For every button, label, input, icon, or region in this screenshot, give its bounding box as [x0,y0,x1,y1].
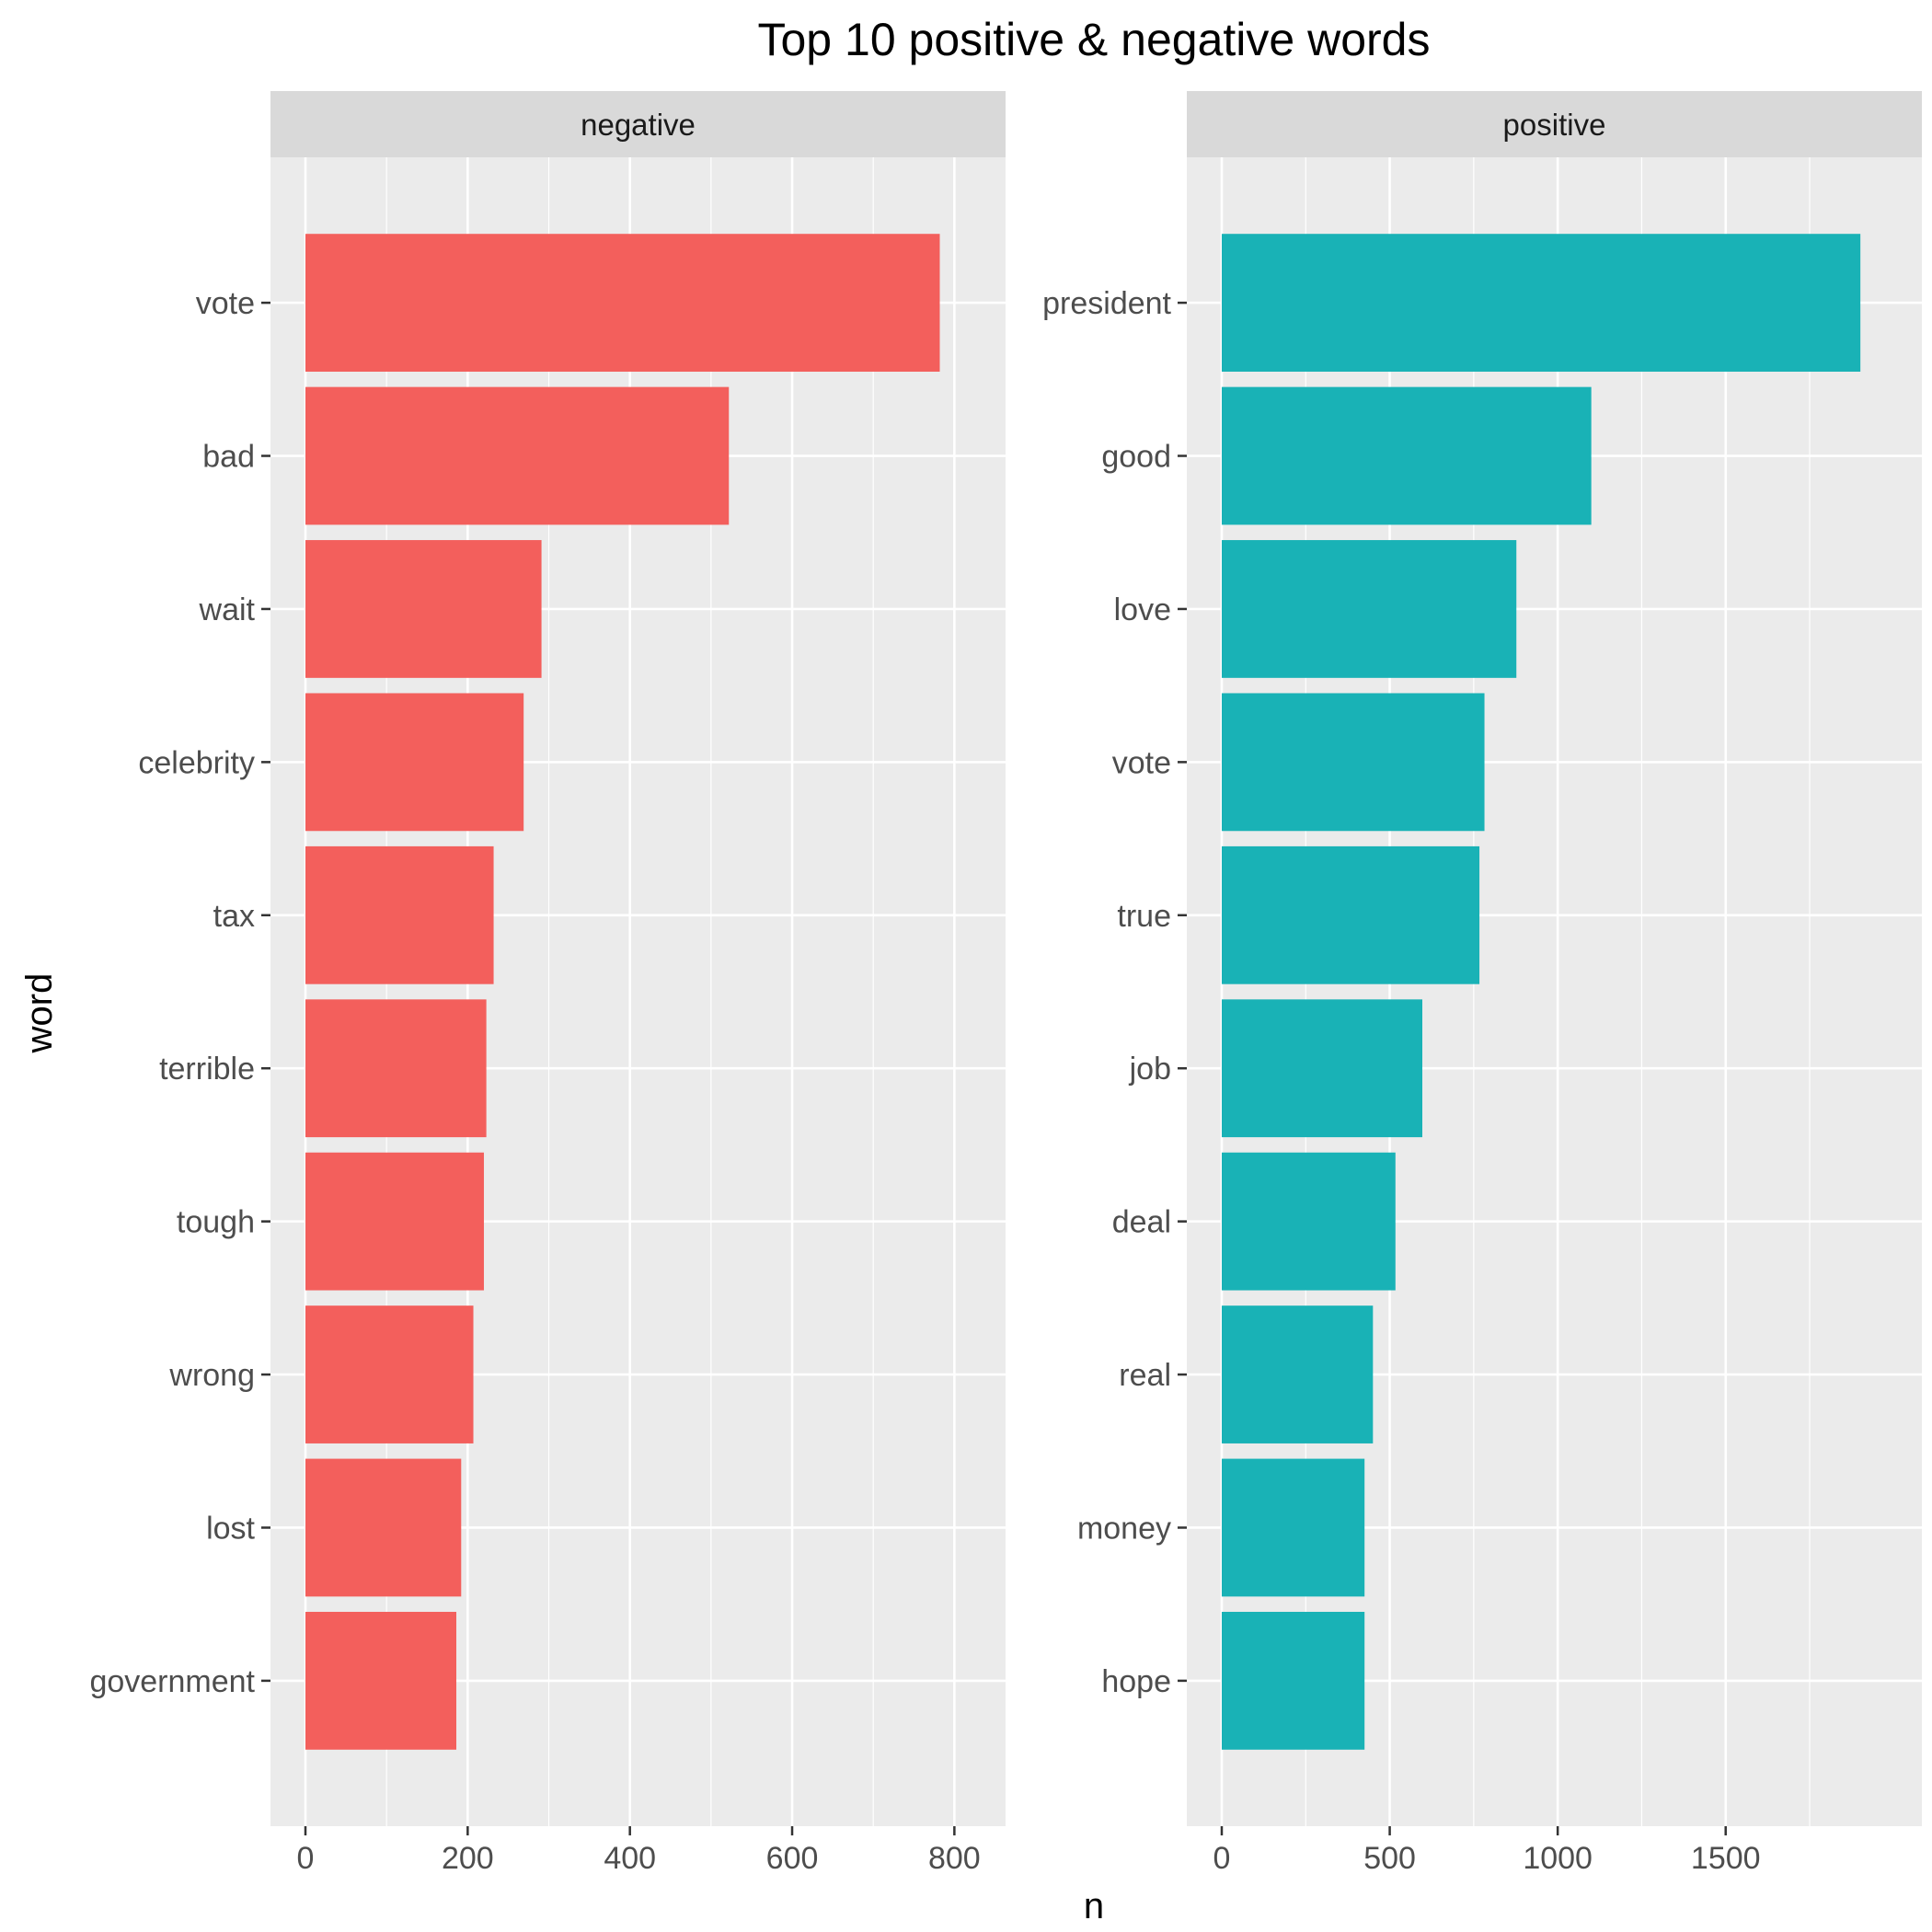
facet-negative: 0 200 400 600 800 vote bad wait celebrity tax terr… [89,91,1006,1876]
y-tick-label: terrible [159,1052,255,1087]
x-tick-label: 0 [297,1841,315,1876]
x-tick-label: 600 [766,1841,819,1876]
bar-true [1222,845,1480,984]
y-tick-label: president [1042,286,1171,321]
bar-tough [305,1152,484,1291]
chart-title: Top 10 positive & negative words [758,14,1431,65]
x-tick-label: 400 [604,1841,656,1876]
facet-strip [270,91,1006,157]
y-tick-label: lost [206,1511,255,1546]
bar-president [1222,234,1861,372]
y-tick-label: real [1119,1358,1171,1393]
bar-job [1222,999,1422,1138]
bar-hope [1222,1612,1365,1750]
y-tick-label: hope [1101,1664,1171,1699]
facet-positive: 0 500 1000 1500 president good love vote true job… [1042,91,1922,1876]
y-tick-label: true [1117,899,1171,934]
bar-real [1222,1305,1374,1443]
facets: 0 200 400 600 800 vote bad wait celebrity tax terr… [89,91,1922,1876]
bar-deal [1222,1152,1396,1291]
facet-strip [1187,91,1922,157]
y-tick-label: love [1114,592,1171,627]
bar-vote [305,234,940,372]
bar-money [1222,1458,1365,1597]
x-tick-label: 500 [1363,1841,1416,1876]
x-tick-label: 800 [928,1841,981,1876]
y-tick-label: vote [1112,745,1171,780]
x-tick-label: 0 [1213,1841,1231,1876]
y-tick-label: wait [199,592,256,627]
bar-wrong [305,1305,474,1443]
y-tick-label: vote [196,286,255,321]
x-tick-label: 200 [442,1841,494,1876]
x-tick-label: 1000 [1523,1841,1593,1876]
y-tick-label: celebrity [138,745,255,780]
bar-government [305,1612,456,1750]
y-tick-label: government [89,1664,255,1699]
y-axis-title: word [19,973,60,1054]
y-tick-label: good [1101,440,1171,475]
facet-strip-label: negative [581,108,696,142]
x-axis-title: n [1084,1886,1104,1926]
facet-strip-label: positive [1503,108,1606,142]
bar-terrible [305,999,487,1138]
x-tick-label: 1500 [1691,1841,1761,1876]
bar-lost [305,1458,462,1597]
bar-wait [305,540,542,678]
bar-love [1222,540,1517,678]
y-tick-label: job [1129,1052,1171,1087]
bar-tax [305,845,494,984]
bar-celebrity [305,693,524,832]
y-tick-label: bad [202,440,255,475]
y-tick-label: money [1077,1511,1171,1546]
y-tick-label: tough [177,1205,255,1240]
bar-bad [305,386,730,525]
bar-good [1222,386,1592,525]
y-tick-label: deal [1112,1205,1171,1240]
bar-vote [1222,693,1485,832]
y-tick-label: tax [213,899,255,934]
y-tick-label: wrong [168,1358,255,1393]
